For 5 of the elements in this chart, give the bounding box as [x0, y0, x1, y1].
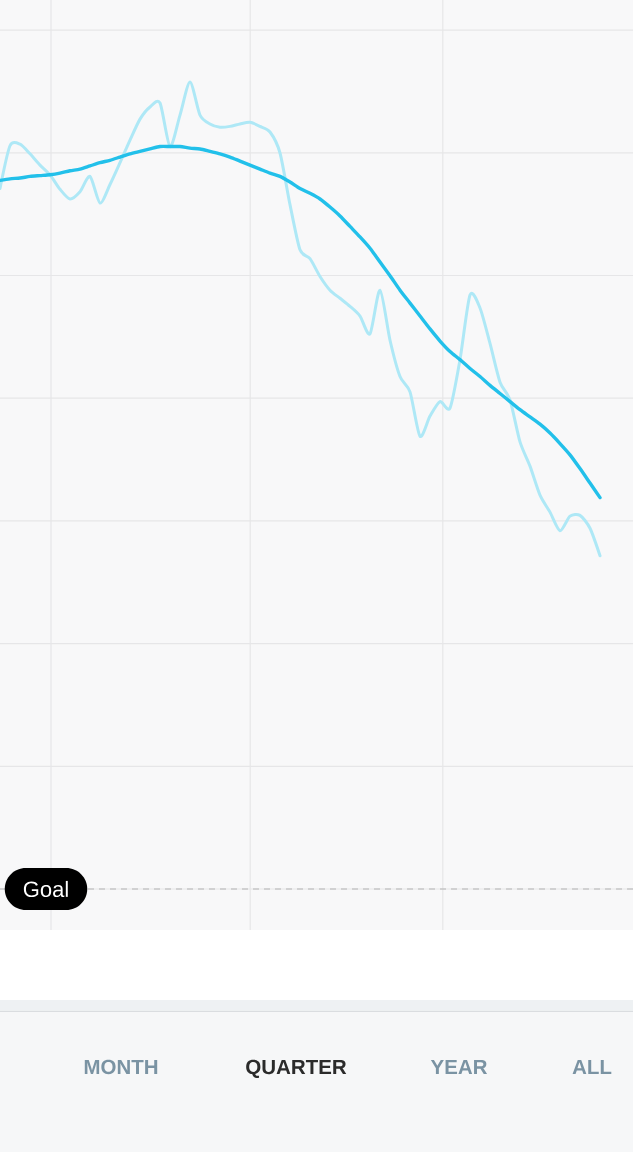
text: YEAR — [430, 1059, 488, 1074]
text: MONTH — [84, 1059, 158, 1075]
text: QUARTER — [246, 1059, 347, 1079]
ref-line-label: Goal — [23, 880, 68, 898]
text: ALL — [572, 1059, 612, 1074]
